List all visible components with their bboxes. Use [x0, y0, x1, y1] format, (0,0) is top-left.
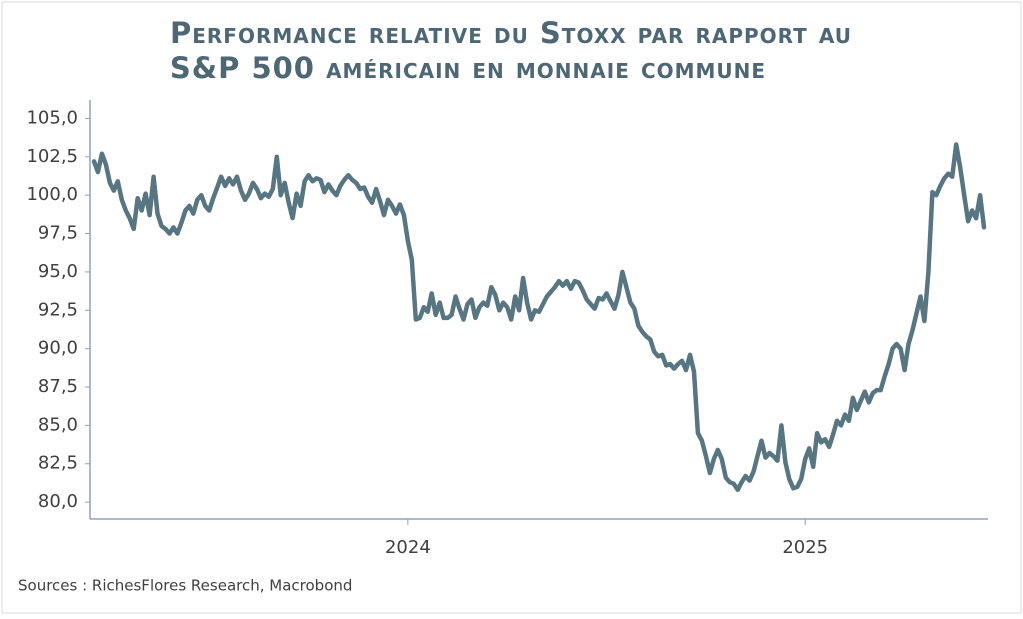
x-tick-label: 2024 — [385, 537, 431, 558]
data-line — [91, 142, 987, 493]
y-tick-label: 92,5 — [38, 299, 78, 320]
source-note: Sources : RichesFlores Research, Macrobo… — [18, 577, 352, 595]
y-tick-label: 97,5 — [38, 223, 78, 244]
y-tick-label: 102,5 — [26, 146, 78, 167]
y-tick-label: 90,0 — [38, 338, 78, 359]
y-tick-label: 105,0 — [26, 107, 78, 128]
y-tick-label: 85,0 — [38, 414, 78, 435]
chart-title: Performance relative du Stoxx par rappor… — [170, 16, 852, 50]
y-tick-label: 87,5 — [38, 376, 78, 397]
chart-title: S&P 500 américain en monnaie commune — [170, 51, 766, 85]
y-tick-label: 82,5 — [38, 453, 78, 474]
y-tick-label: 100,0 — [26, 184, 78, 205]
y-tick-label: 80,0 — [38, 491, 78, 512]
y-tick-label: 95,0 — [38, 261, 78, 282]
x-tick-label: 2025 — [782, 537, 828, 558]
